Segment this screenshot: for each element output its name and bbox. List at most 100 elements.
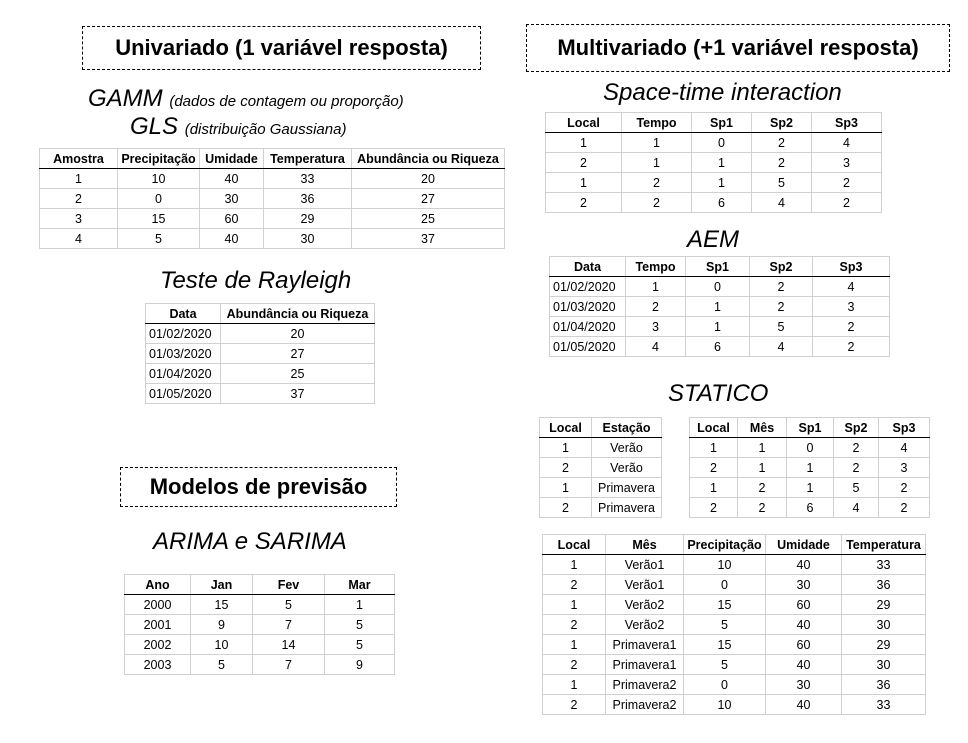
table-row: 4 5 40 30 37 <box>39 228 505 249</box>
table-cell: 4 <box>878 437 930 458</box>
table-header-row: Data Tempo Sp1 Sp2 Sp3 <box>549 256 890 277</box>
table-row: 2000 15 5 1 <box>124 594 395 615</box>
table-cell: 1 <box>685 316 750 337</box>
table-cell: 1 <box>691 152 752 173</box>
table-cell: 3 <box>625 316 686 337</box>
table-cell: 30 <box>765 674 842 695</box>
table-cell: 29 <box>841 634 926 655</box>
table-cell: 20 <box>351 168 505 189</box>
table-cell: Primavera1 <box>605 634 684 655</box>
table-cell: 30 <box>841 614 926 635</box>
table-cell: 01/05/2020 <box>145 383 221 404</box>
table-cell: 01/02/2020 <box>145 323 221 344</box>
table-cell: 1 <box>689 477 738 498</box>
table-cell: 36 <box>263 188 352 209</box>
table-cell: 60 <box>765 634 842 655</box>
aem-title: AEM <box>687 226 740 253</box>
table-cell: 15 <box>190 594 253 615</box>
rayleigh-table: Data Abundância ou Riqueza 01/02/2020 20 01/… <box>145 303 375 404</box>
table-cell: 5 <box>324 634 395 655</box>
table-cell: 40 <box>765 694 842 715</box>
table-row: 2 Verão1 0 30 36 <box>542 574 926 595</box>
column-header: Local <box>539 417 592 438</box>
table-cell: 4 <box>749 336 813 357</box>
table-cell: 37 <box>220 383 375 404</box>
table-row: 1 Primavera2 0 30 36 <box>542 674 926 695</box>
table-cell: 2 <box>878 477 930 498</box>
table-cell: 01/04/2020 <box>145 363 221 384</box>
table-cell: 40 <box>199 228 264 249</box>
table-cell: Primavera <box>591 477 662 498</box>
column-header: Mar <box>324 574 395 595</box>
table-cell: 2 <box>812 316 890 337</box>
column-header: Local <box>545 112 622 133</box>
rayleigh-title: Teste de Rayleigh <box>160 267 352 294</box>
table-row: 3 15 60 29 25 <box>39 208 505 229</box>
table-cell: 40 <box>765 614 842 635</box>
table-cell: 6 <box>691 192 752 213</box>
table-cell: 1 <box>324 594 395 615</box>
gls-label: GLS <box>130 113 179 140</box>
table-cell: 3 <box>812 296 890 317</box>
table-row: 2 Verão2 5 40 30 <box>542 614 926 635</box>
column-header: Sp1 <box>691 112 752 133</box>
table-cell: 40 <box>765 654 842 675</box>
table-cell: 6 <box>786 497 834 518</box>
table-cell: 4 <box>833 497 879 518</box>
column-header: Temperatura <box>841 534 926 555</box>
gamm-title: GAMM (dados de contagem ou proporção) <box>88 85 404 113</box>
column-header: Estação <box>591 417 662 438</box>
table-cell: 2 <box>539 457 592 478</box>
table-row: 1 Verão2 15 60 29 <box>542 594 926 615</box>
previsao-header: Modelos de previsão <box>120 467 397 507</box>
table-cell: 2 <box>751 132 812 153</box>
table-cell: Primavera1 <box>605 654 684 675</box>
table-cell: 1 <box>542 594 606 615</box>
table-cell: 2000 <box>124 594 191 615</box>
table-cell: Verão1 <box>605 574 684 595</box>
table-row: 2 Primavera1 5 40 30 <box>542 654 926 675</box>
table-row: 01/02/2020 20 <box>145 323 375 344</box>
table-cell: 2 <box>749 276 813 297</box>
table-cell: 1 <box>39 168 118 189</box>
column-header: Sp3 <box>878 417 930 438</box>
table-header-row: Data Abundância ou Riqueza <box>145 303 375 324</box>
table-header-row: Local Mês Sp1 Sp2 Sp3 <box>689 417 930 438</box>
table-cell: 2003 <box>124 654 191 675</box>
spacetime-title: Space-time interaction <box>603 79 842 106</box>
table-cell: 1 <box>786 457 834 478</box>
table-header-row: Local Estação <box>539 417 662 438</box>
table-cell: 3 <box>811 152 882 173</box>
table-cell: Verão2 <box>605 594 684 615</box>
table-cell: 60 <box>765 594 842 615</box>
table-cell: 01/04/2020 <box>549 316 626 337</box>
column-header: Tempo <box>625 256 686 277</box>
table-cell: 30 <box>841 654 926 675</box>
table-row: 01/05/2020 37 <box>145 383 375 404</box>
table-cell: 25 <box>220 363 375 384</box>
table-row: 01/03/2020 27 <box>145 343 375 364</box>
column-header: Amostra <box>39 148 118 169</box>
table-cell: 0 <box>786 437 834 458</box>
table-cell: 1 <box>539 437 592 458</box>
column-header: Local <box>542 534 606 555</box>
table-cell: Primavera2 <box>605 694 684 715</box>
table-row: 01/04/2020 3 1 5 2 <box>549 316 890 337</box>
table-cell: 2 <box>545 192 622 213</box>
table-cell: 3 <box>39 208 118 229</box>
table-cell: 3 <box>878 457 930 478</box>
table-header-row: Amostra Precipitação Umidade Temperatura Abu… <box>39 148 505 169</box>
table-row: 2002 10 14 5 <box>124 634 395 655</box>
table-cell: 30 <box>199 188 264 209</box>
table-header-row: Local Mês Precipitação Umidade Temperatura <box>542 534 926 555</box>
table-cell: 5 <box>190 654 253 675</box>
table-cell: 2 <box>833 437 879 458</box>
spacetime-table: Local Tempo Sp1 Sp2 Sp3 1 1 0 2 4 2 1 1 2 3 1 2 1 5 2 2 2 6 4 2 <box>545 112 882 213</box>
column-header: Temperatura <box>263 148 352 169</box>
table-cell: 14 <box>252 634 325 655</box>
column-header: Sp3 <box>812 256 890 277</box>
table-cell: 1 <box>545 132 622 153</box>
